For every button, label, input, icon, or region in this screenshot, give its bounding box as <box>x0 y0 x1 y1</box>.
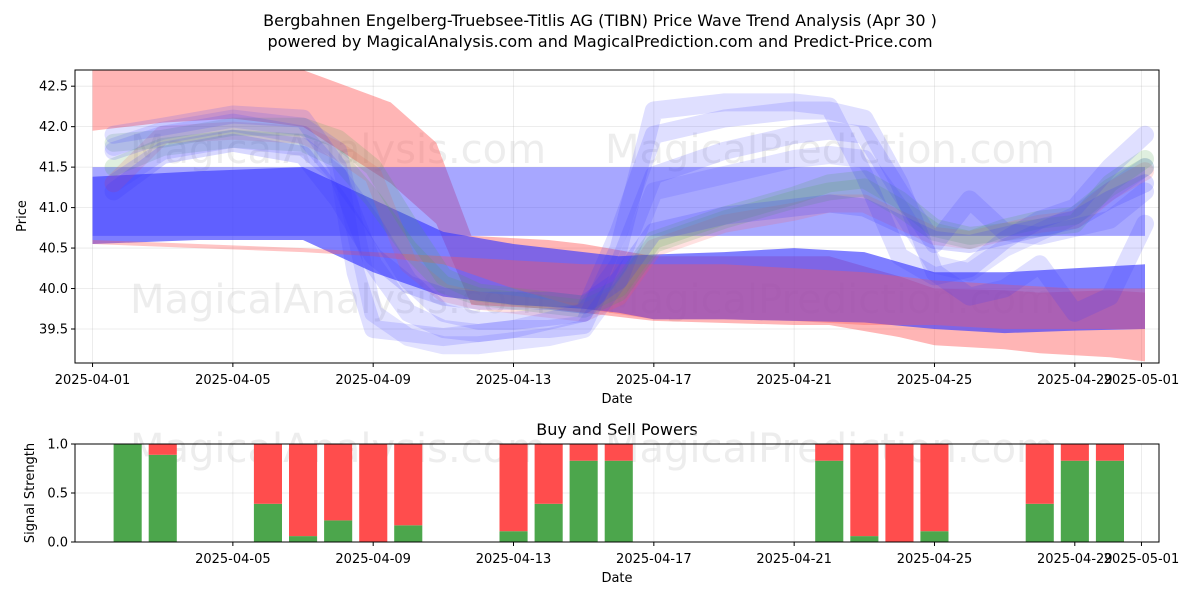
sell-power-bar <box>850 444 879 537</box>
price-wave-blue <box>104 101 1154 343</box>
price-wave-blue <box>104 93 1154 347</box>
signal-y-ticks: 0.0 0.5 1.0 <box>47 438 75 551</box>
sell-power-bar <box>289 444 318 537</box>
price-y-tick-label: 41.5 <box>39 161 68 176</box>
sell-power-bar <box>815 444 844 461</box>
watermark-top-left: MagicalAnalysis.com <box>130 127 546 173</box>
signal-bars <box>113 444 1124 542</box>
price-x-tick-label: 2025-04-09 <box>335 373 411 388</box>
buy-power-bar <box>148 454 177 542</box>
price-x-tick-label: 2025-04-05 <box>195 373 271 388</box>
price-wave-blue <box>104 109 1154 355</box>
buy-power-bar <box>324 520 353 542</box>
sell-power-bar <box>324 444 353 521</box>
sell-power-bar <box>885 444 914 542</box>
price-band-red <box>92 240 1145 329</box>
sell-power-bar <box>359 444 388 542</box>
sell-power-bar <box>1095 444 1124 461</box>
sell-power-bar <box>604 444 633 461</box>
sell-power-bar <box>1025 444 1054 504</box>
buy-power-bar <box>920 531 949 542</box>
buy-power-bar <box>499 531 528 542</box>
sell-power-bar <box>1060 444 1089 461</box>
price-wave-red <box>104 121 1154 322</box>
buy-power-bar <box>113 444 142 542</box>
buy-power-bar <box>604 460 633 542</box>
price-y-tick-label: 39.5 <box>39 323 68 338</box>
signal-x-tick-label: 2025-05-01 <box>1104 552 1180 567</box>
price-bands <box>92 70 1145 362</box>
watermark-top-right: MagicalPrediction.com <box>605 127 1055 173</box>
price-y-ticks: 39.5 40.0 40.5 41.0 41.5 42.0 42.5 <box>39 80 75 338</box>
price-x-ticks: 2025-04-01 2025-04-05 2025-04-09 2025-04-13… <box>55 363 1179 388</box>
buy-power-bar <box>1095 460 1124 542</box>
buy-power-bar <box>569 460 598 542</box>
price-x-tick-label: 2025-04-29 <box>1037 373 1113 388</box>
chart-title-line1: Bergbahnen Engelberg-Truebsee-Titlis AG … <box>263 11 937 30</box>
signal-panel: Buy and Sell Powers MagicalAnalysis.com … <box>23 420 1179 586</box>
signal-x-tick-label: 2025-04-09 <box>335 552 411 567</box>
buy-power-bar <box>289 536 318 542</box>
sell-power-bar <box>569 444 598 461</box>
price-wave-green <box>104 129 1154 318</box>
price-x-tick-label: 2025-04-17 <box>616 373 692 388</box>
price-y-axis-label: Price <box>15 200 30 232</box>
price-x-axis-label: Date <box>601 392 632 407</box>
price-x-tick-label: 2025-05-01 <box>1104 373 1180 388</box>
sell-power-bar <box>148 444 177 455</box>
chart-title-line2: powered by MagicalAnalysis.com and Magic… <box>267 32 932 51</box>
sell-power-bar <box>499 444 528 532</box>
signal-chart-title: Buy and Sell Powers <box>536 420 698 439</box>
price-band-blue <box>92 167 1145 334</box>
signal-x-ticks: 2025-04-05 2025-04-09 2025-04-13 2025-04-17… <box>195 542 1179 567</box>
price-y-tick-label: 40.5 <box>39 242 68 257</box>
signal-y-tick-label: 1.0 <box>47 438 68 453</box>
signal-x-tick-label: 2025-04-17 <box>616 552 692 567</box>
signal-x-tick-label: 2025-04-13 <box>476 552 552 567</box>
buy-power-bar <box>1025 503 1054 542</box>
price-waves <box>104 93 1154 355</box>
sell-power-bar <box>394 444 423 526</box>
price-x-tick-label: 2025-04-13 <box>476 373 552 388</box>
sell-power-bar <box>253 444 282 504</box>
sell-power-bar <box>534 444 563 504</box>
buy-power-bar <box>253 503 282 542</box>
buy-power-bar <box>1060 460 1089 542</box>
price-x-tick-label: 2025-04-21 <box>756 373 832 388</box>
price-y-tick-label: 42.0 <box>39 120 68 135</box>
signal-x-axis-label: Date <box>601 571 632 586</box>
price-x-tick-label: 2025-04-01 <box>55 373 131 388</box>
price-wave-blue <box>104 121 1154 330</box>
price-y-tick-label: 41.0 <box>39 201 68 216</box>
buy-power-bar <box>534 503 563 542</box>
buy-power-bar <box>850 536 879 542</box>
buy-power-bar <box>815 460 844 542</box>
signal-y-axis-label: Signal Strength <box>23 443 38 543</box>
signal-x-tick-label: 2025-04-05 <box>195 552 271 567</box>
price-plot-frame <box>74 69 1160 364</box>
price-y-tick-label: 42.5 <box>39 80 68 95</box>
signal-y-tick-label: 0.0 <box>47 536 68 551</box>
price-panel: MagicalAnalysis.com MagicalPrediction.co… <box>15 69 1179 407</box>
price-wave-blue <box>104 133 1154 314</box>
price-wave-green <box>104 117 1154 314</box>
signal-x-tick-label: 2025-04-29 <box>1037 552 1113 567</box>
sell-power-bar <box>920 444 949 532</box>
buy-power-bar <box>394 525 423 542</box>
signal-x-tick-label: 2025-04-25 <box>897 552 973 567</box>
signal-x-tick-label: 2025-04-21 <box>756 552 832 567</box>
price-x-tick-label: 2025-04-25 <box>897 373 973 388</box>
signal-y-tick-label: 0.5 <box>47 487 68 502</box>
price-y-tick-label: 40.0 <box>39 282 68 297</box>
